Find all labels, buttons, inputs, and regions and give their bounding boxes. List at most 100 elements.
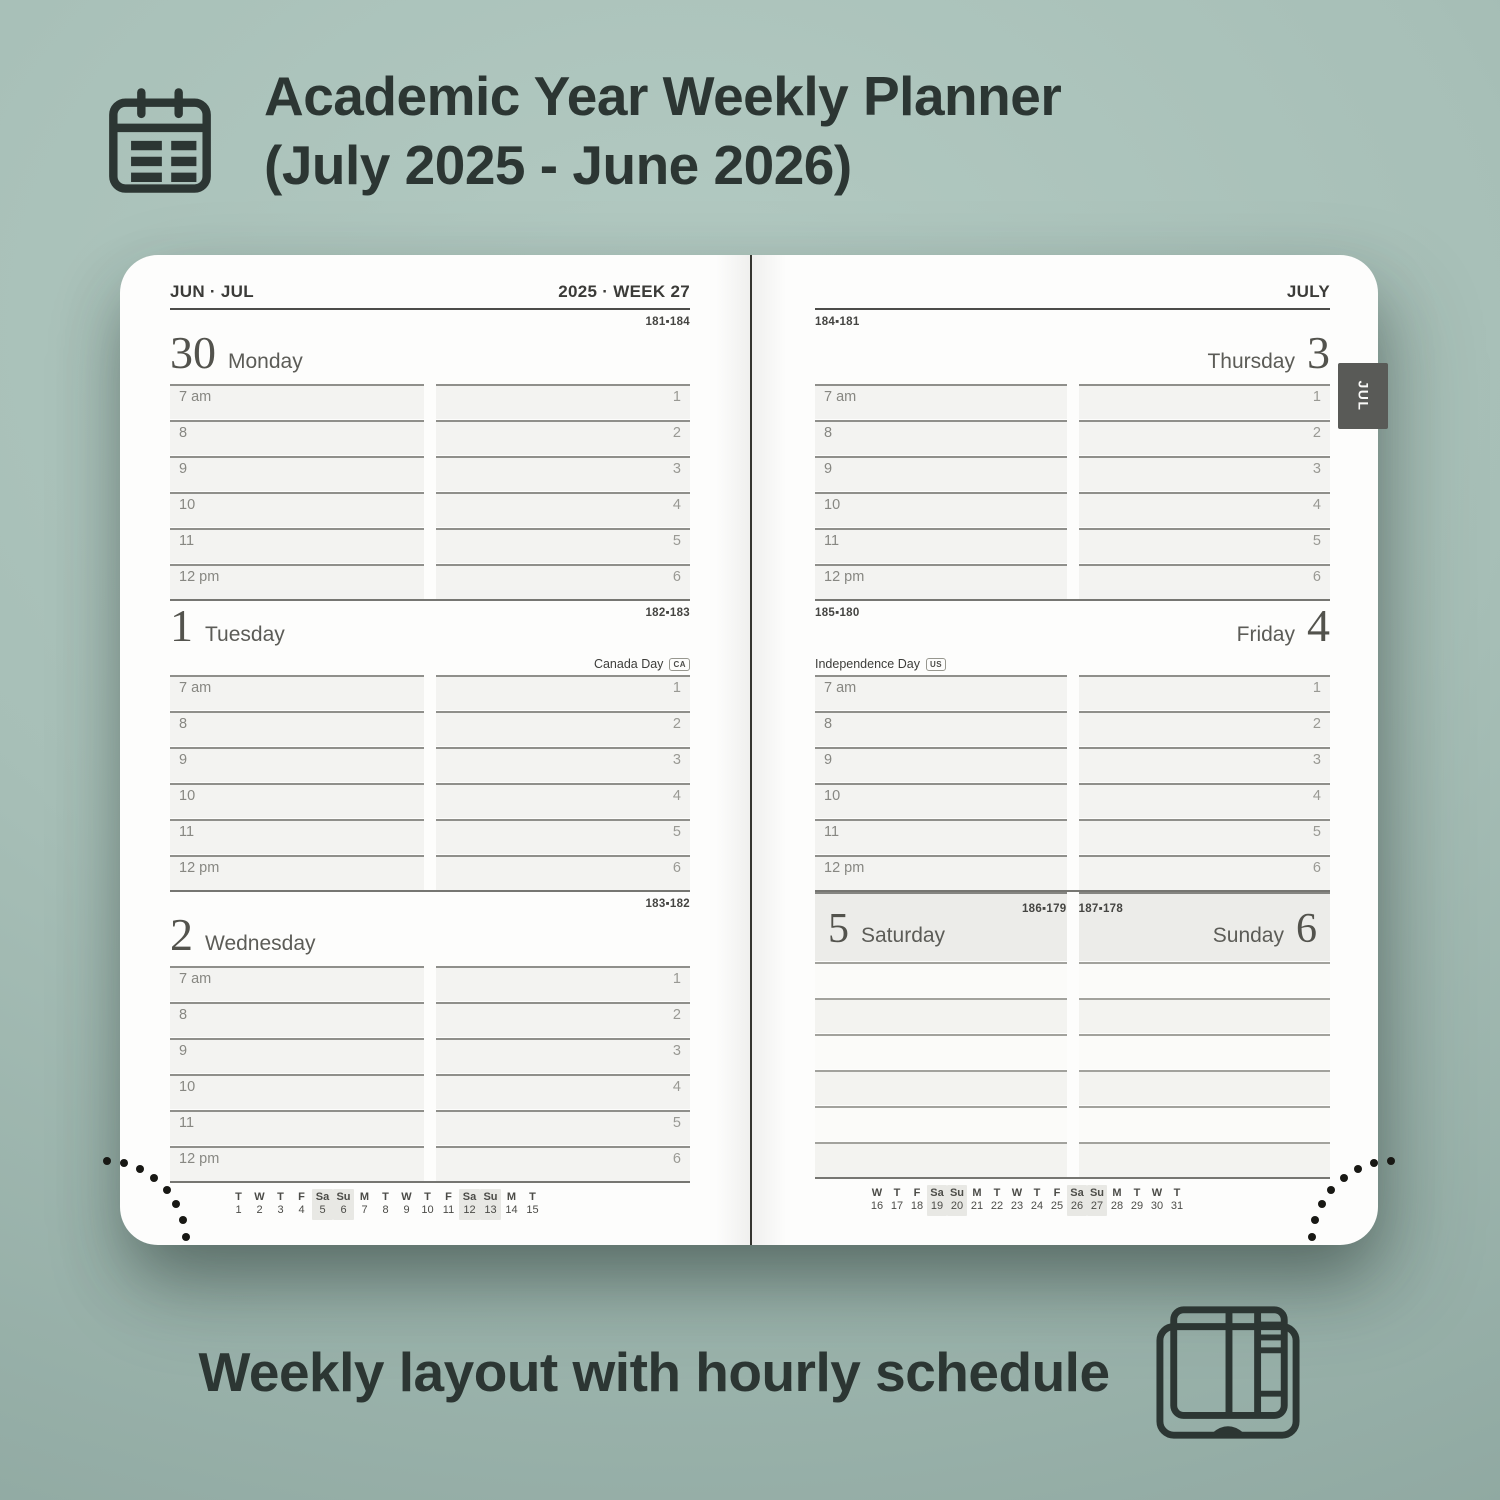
slot-number-cell: 2: [436, 420, 690, 455]
time-label-cell: 10: [815, 783, 1067, 818]
notes-cell: [1078, 1070, 1330, 1105]
slot-number-cell: 4: [1078, 783, 1330, 818]
stitch-dot: [1318, 1200, 1326, 1208]
weekend-notes-grid: [815, 962, 1330, 1179]
mini-calendar-day-letter: W: [1011, 1187, 1023, 1199]
title-line-1: Academic Year Weekly Planner: [264, 65, 1062, 127]
day-name: Friday: [1236, 623, 1295, 646]
mini-calendar-left: T 1 W 2 T 3 F 4 Sa 5 Su 6 M 7 T 8 W 9 T 10 F 11 Sa 12 Su 13 M 14 T 15: [228, 1189, 690, 1220]
time-row: 7 am 1: [815, 675, 1330, 710]
mini-calendar-date: 27: [1090, 1200, 1104, 1212]
stitch-dot: [1327, 1186, 1335, 1194]
spine-shading-right: [752, 255, 786, 1245]
time-label-cell: 9: [815, 747, 1067, 782]
notes-row: [815, 1142, 1330, 1177]
wednesday-time-grid: 7 am 1 8 2 9 3 10 4 11 5 12 pm 6: [170, 966, 690, 1183]
slot-number-cell: 1: [436, 675, 690, 710]
mini-calendar-day-letter: Su: [483, 1191, 498, 1203]
mini-calendar-column: W 23: [1007, 1185, 1027, 1216]
slot-number-cell: 6: [436, 855, 690, 890]
time-row: 7 am 1: [170, 384, 690, 419]
day-number: 5: [828, 906, 849, 952]
day-name: Wednesday: [205, 932, 316, 955]
time-row: 12 pm 6: [170, 855, 690, 890]
mini-calendar-date: 11: [442, 1204, 455, 1216]
mini-calendar-column: T 22: [987, 1185, 1007, 1216]
time-label-cell: 7 am: [170, 966, 424, 1001]
time-row: 12 pm 6: [815, 855, 1330, 890]
mini-calendar-date: 21: [970, 1200, 984, 1212]
notes-cell: [815, 962, 1067, 997]
time-row: 12 pm 6: [170, 1146, 690, 1181]
slot-number-cell: 2: [436, 1002, 690, 1037]
time-row: 11 5: [815, 528, 1330, 563]
mini-calendar-date: 14: [505, 1204, 518, 1216]
holiday-label-canada-day: Canada Day CA: [594, 657, 690, 671]
time-row: 11 5: [170, 528, 690, 563]
mini-calendar-date: 30: [1150, 1200, 1164, 1212]
mini-calendar-day-letter: F: [1053, 1187, 1061, 1199]
monday-time-grid: 7 am 1 8 2 9 3 10 4 11 5 12 pm 6: [170, 384, 690, 601]
time-label-cell: 12 pm: [170, 1146, 424, 1181]
mini-calendar-column: T 10: [417, 1189, 438, 1220]
slot-number-cell: 5: [1078, 528, 1330, 563]
time-row: 11 5: [170, 1110, 690, 1145]
mini-calendar-day-letter: M: [972, 1187, 982, 1199]
mini-calendar-date: 18: [910, 1200, 924, 1212]
mini-calendar-date: 7: [361, 1204, 368, 1216]
mini-calendar-day-letter: T: [424, 1191, 431, 1203]
mini-calendar-date: 28: [1110, 1200, 1124, 1212]
time-row: 10 4: [815, 492, 1330, 527]
caption-block: Weekly layout with hourly schedule: [0, 1298, 1500, 1446]
mini-calendar-day-letter: Sa: [462, 1191, 477, 1203]
mini-calendar-column: T 29: [1127, 1185, 1147, 1216]
time-label-cell: 11: [815, 819, 1067, 854]
stitch-dot: [1308, 1233, 1316, 1241]
time-label-cell: 10: [170, 492, 424, 527]
notes-cell: [1078, 1106, 1330, 1141]
mini-calendar-weekend-column: Sa 5: [312, 1189, 333, 1220]
notes-row: [815, 998, 1330, 1033]
notes-row: [815, 1070, 1330, 1105]
mini-calendar-day-letter: T: [993, 1187, 1001, 1199]
mini-calendar-day-letter: T: [235, 1191, 242, 1203]
time-label-cell: 10: [815, 492, 1067, 527]
time-label-cell: 8: [815, 420, 1067, 455]
time-label-cell: 7 am: [170, 675, 424, 710]
holiday-label-independence-day: Independence Day US: [815, 657, 947, 671]
mini-calendar-date: 16: [870, 1200, 884, 1212]
stitch-dot: [1340, 1174, 1348, 1182]
mini-calendar-column: F 18: [907, 1185, 927, 1216]
mini-calendar-day-letter: Sa: [315, 1191, 330, 1203]
day-title: 1 Tuesday: [170, 602, 285, 648]
slot-number-cell: 3: [1078, 456, 1330, 491]
day-name: Saturday: [861, 924, 946, 947]
day-number: 3: [1307, 327, 1330, 378]
time-row: 11 5: [815, 819, 1330, 854]
left-page-header: JUN · JUL 2025 · WEEK 27: [170, 282, 690, 310]
product-title-block: Academic Year Weekly Planner (July 2025 …: [104, 62, 1062, 201]
stitch-dot: [136, 1165, 144, 1173]
holiday-country-badge: CA: [669, 657, 690, 671]
mini-calendar-column: F 25: [1047, 1185, 1067, 1216]
mini-calendar-day-letter: W: [254, 1191, 265, 1203]
mini-calendar-column: M 28: [1107, 1185, 1127, 1216]
mini-calendar-day-letter: W: [871, 1187, 883, 1199]
notes-cell: [815, 998, 1067, 1033]
mini-calendar-day-letter: F: [913, 1187, 921, 1199]
mini-calendar-date: 17: [890, 1200, 904, 1212]
slot-number-cell: 4: [436, 783, 690, 818]
mini-calendar-day-letter: M: [1112, 1187, 1122, 1199]
notes-cell: [1078, 1034, 1330, 1069]
day-header-thursday: 184▪181 Thursday 3: [815, 310, 1330, 383]
stitch-dot: [182, 1233, 190, 1241]
notes-cell: [1078, 998, 1330, 1033]
